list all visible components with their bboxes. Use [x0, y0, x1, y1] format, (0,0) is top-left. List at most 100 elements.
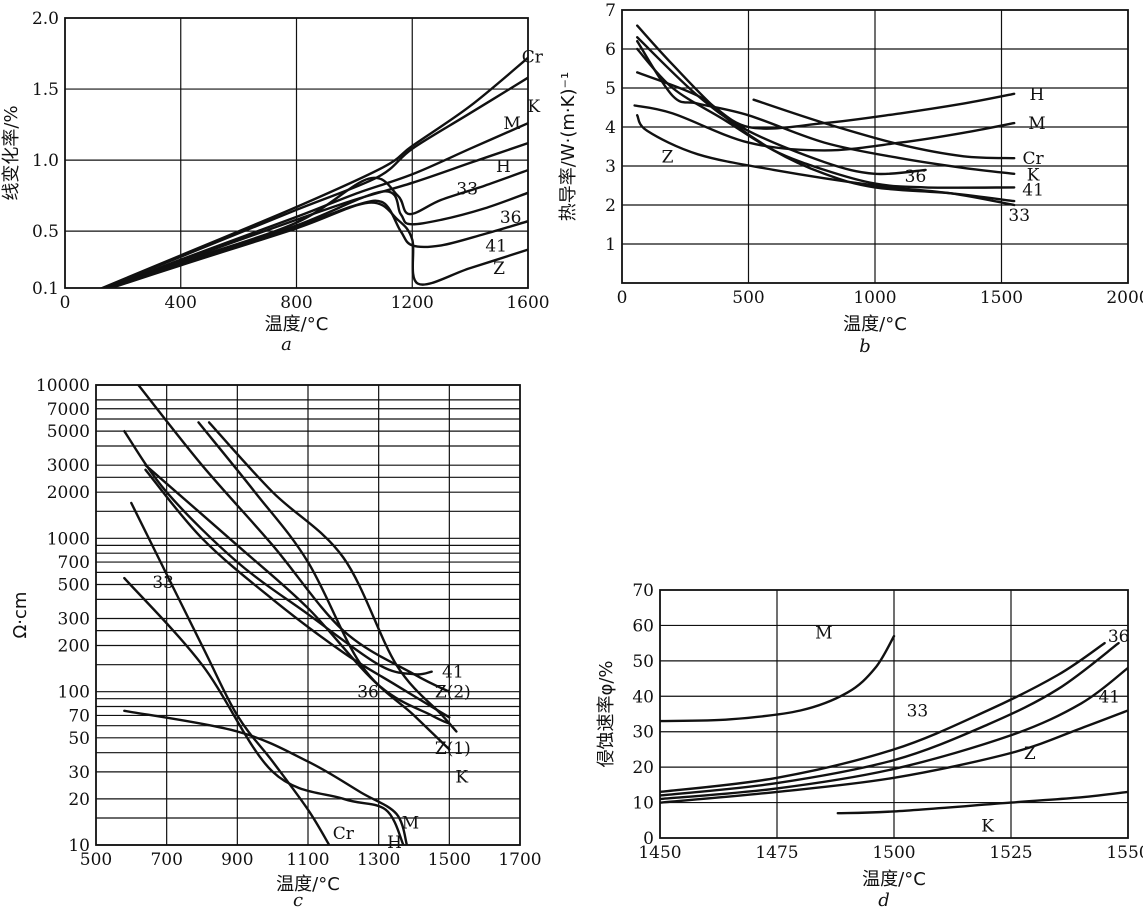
x-tick-label: 900: [221, 850, 253, 870]
series-label-36: 36: [357, 683, 379, 703]
series-line-H: [636, 71, 1016, 130]
y-tick-label: 30: [632, 723, 654, 743]
y-axis-title: 线变化率/%: [1, 105, 22, 200]
subfigure-label: a: [281, 334, 292, 355]
series-line-41: [660, 666, 1128, 801]
x-axis-title: 温度/°C: [265, 314, 329, 335]
series-line-M: [103, 122, 528, 288]
series-line-H: [123, 576, 405, 845]
y-tick-label: 500: [58, 575, 90, 595]
chart-c: 500 700 900 1100 1300 1500 1700102030507010020…: [10, 376, 542, 911]
series-label-M: M: [815, 624, 832, 644]
series-line-Z: [636, 114, 1016, 207]
y-tick-label: 6: [605, 40, 616, 60]
y-tick-label: 2: [605, 196, 616, 216]
x-tick-label: 1500: [428, 850, 471, 870]
x-tick-label: 1500: [980, 288, 1023, 308]
series-line-M: [633, 104, 1016, 152]
y-axis-title: Ω·cm: [10, 592, 31, 639]
x-axis-title: 温度/°C: [862, 869, 926, 890]
y-tick-label: 5: [605, 79, 616, 99]
series-line-K: [99, 76, 528, 288]
y-tick-label: 50: [632, 652, 654, 672]
series-label-Z(2): Z(2): [435, 683, 471, 703]
series-line-K: [207, 421, 458, 733]
series-label-K: K: [1027, 166, 1040, 186]
x-tick-label: 1450: [638, 843, 681, 863]
x-tick-label: 1100: [286, 850, 329, 870]
x-tick-label: 1500: [872, 843, 915, 863]
x-tick-label: 0: [617, 288, 628, 308]
series-label-36: 36: [1108, 627, 1130, 647]
series-label-K: K: [527, 97, 540, 117]
y-tick-label: 2.0: [32, 9, 59, 29]
chart-b: 0 500 1000 1500 2000 1 2 3 4 5 6 7 温度/°C 热导率/W·(m·K)⁻…: [558, 1, 1143, 357]
y-tick-label: 20: [632, 758, 654, 778]
series-label-Z: Z: [1024, 744, 1036, 764]
series-label-K: K: [981, 817, 994, 837]
series-label-H: H: [1030, 85, 1045, 105]
subfigure-label: d: [878, 890, 890, 911]
x-tick-label: 1300: [357, 850, 400, 870]
series-line-Z(2): [137, 385, 451, 693]
series-label-M: M: [1028, 114, 1045, 134]
series-line-41: [636, 47, 1016, 189]
y-tick-label: 7000: [47, 400, 90, 420]
plot-frame-b: [621, 9, 1129, 284]
series-label-Cr: Cr: [522, 47, 544, 67]
x-tick-label: 1525: [989, 843, 1032, 863]
x-axis-title: 温度/°C: [276, 874, 340, 895]
series-label-K: K: [455, 767, 468, 787]
x-tick-label: 0: [60, 293, 71, 313]
series-line-K: [836, 790, 1128, 815]
series-line-Cr: [752, 98, 1016, 160]
grid-a: [65, 18, 528, 288]
y-tick-label: 0: [643, 829, 654, 849]
series-label-33: 33: [1008, 206, 1030, 226]
plot-frame-c: [95, 384, 521, 846]
y-tick-label: 20: [68, 790, 90, 810]
x-tick-label: 1000: [853, 288, 896, 308]
series-line-K: [636, 40, 1016, 175]
x-tick-label: 1600: [506, 293, 549, 313]
x-tick-label: 2000: [1106, 288, 1143, 308]
subfigure-label: b: [859, 336, 871, 357]
series-label-41: 41: [1022, 180, 1044, 200]
y-tick-label: 1.5: [32, 80, 59, 100]
series-line-41: [106, 199, 528, 288]
grid-d: [660, 590, 1128, 838]
series-label-36: 36: [905, 167, 927, 187]
series-line-Cr: [130, 501, 331, 845]
y-tick-label: 30: [68, 763, 90, 783]
series-line-H: [104, 141, 528, 288]
y-tick-label: 10000: [36, 376, 90, 396]
x-tick-label: 800: [280, 293, 312, 313]
x-tick-label: 1200: [391, 293, 434, 313]
series-label-41: 41: [442, 663, 464, 683]
series-label-Z(1): Z(1): [435, 739, 471, 759]
x-tick-label: 1700: [498, 850, 541, 870]
series-line-36: [144, 468, 451, 719]
y-tick-label: 200: [58, 637, 90, 657]
y-tick-label: 700: [58, 553, 90, 573]
series-line-Z: [660, 709, 1128, 804]
subfigure-label: c: [293, 890, 303, 911]
y-tick-label: 3000: [47, 456, 90, 476]
y-tick-label: 300: [58, 610, 90, 630]
series-line-33: [144, 464, 451, 725]
series-line-36: [660, 641, 1120, 797]
series-line-33: [636, 24, 1016, 203]
series-label-33: 33: [456, 180, 478, 200]
series-label-M: M: [503, 114, 520, 134]
series-line-33: [660, 641, 1106, 794]
series-line-Cr: [99, 56, 528, 288]
grid-c: [96, 384, 520, 846]
y-tick-label: 40: [632, 687, 654, 707]
x-tick-label: 700: [150, 850, 182, 870]
x-axis-title: 温度/°C: [843, 314, 907, 335]
series-label-33: 33: [907, 701, 929, 721]
y-tick-label: 1000: [47, 529, 90, 549]
y-tick-label: 2000: [47, 483, 90, 503]
y-tick-label: 1: [605, 235, 616, 255]
